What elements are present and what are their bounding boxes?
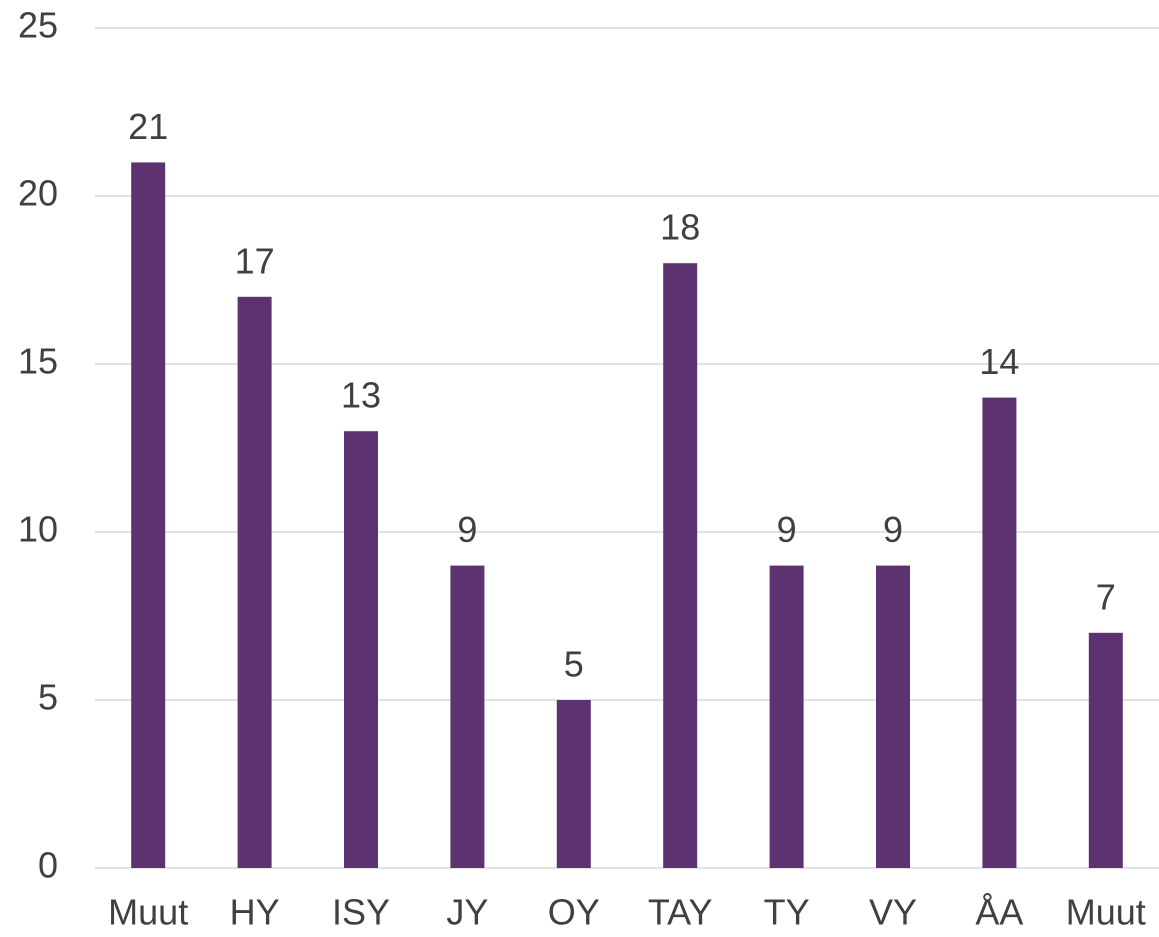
value-label: 9 xyxy=(883,509,903,550)
x-tick-label: VY xyxy=(869,892,917,933)
x-tick-label: Muut xyxy=(1066,892,1146,933)
bar xyxy=(556,700,591,868)
y-tick-label: 25 xyxy=(18,5,58,46)
bar xyxy=(769,565,804,868)
x-tick-label: TAY xyxy=(648,892,713,933)
x-tick-label: ISY xyxy=(332,892,390,933)
x-tick-label: ÅA xyxy=(975,892,1023,933)
y-tick-label: 5 xyxy=(38,677,58,718)
bar xyxy=(982,397,1017,868)
bar xyxy=(237,296,272,868)
value-label: 5 xyxy=(564,644,584,685)
value-label: 7 xyxy=(1096,576,1116,617)
y-tick-label: 10 xyxy=(18,509,58,550)
value-label: 9 xyxy=(777,509,797,550)
x-tick-label: TY xyxy=(764,892,810,933)
bar xyxy=(450,565,485,868)
y-tick-label: 0 xyxy=(38,845,58,886)
value-label: 18 xyxy=(660,207,700,248)
y-tick-label: 15 xyxy=(18,341,58,382)
bar xyxy=(876,565,910,868)
value-label: 17 xyxy=(235,240,275,281)
x-tick-label: Muut xyxy=(108,892,188,933)
value-label: 9 xyxy=(457,509,477,550)
bar xyxy=(1088,632,1123,868)
value-label: 21 xyxy=(128,106,168,147)
value-label: 13 xyxy=(341,375,381,416)
bar xyxy=(663,263,698,868)
bar xyxy=(344,431,378,868)
x-tick-label: HY xyxy=(230,892,280,933)
y-tick-label: 20 xyxy=(18,173,58,214)
x-tick-label: OY xyxy=(548,892,600,933)
x-tick-label: JY xyxy=(446,892,488,933)
value-label: 14 xyxy=(979,341,1019,382)
bar xyxy=(131,162,166,868)
